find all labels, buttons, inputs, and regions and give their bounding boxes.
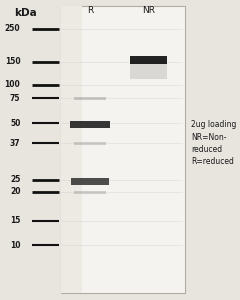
Bar xyxy=(74,97,106,100)
Text: 50: 50 xyxy=(10,118,20,127)
Bar xyxy=(70,121,110,128)
Text: kDa: kDa xyxy=(14,8,36,18)
Text: 37: 37 xyxy=(10,139,20,148)
Bar xyxy=(74,190,106,194)
Bar xyxy=(61,6,185,292)
Text: 15: 15 xyxy=(10,216,20,225)
Text: 75: 75 xyxy=(10,94,20,103)
Text: NR: NR xyxy=(142,6,155,15)
Text: 150: 150 xyxy=(5,57,20,66)
Text: 100: 100 xyxy=(5,80,20,89)
Bar xyxy=(72,178,108,184)
Bar xyxy=(61,6,82,292)
Text: 20: 20 xyxy=(10,188,20,196)
Text: 10: 10 xyxy=(10,241,20,250)
Text: R: R xyxy=(87,6,93,15)
Text: 2ug loading
NR=Non-
reduced
R=reduced: 2ug loading NR=Non- reduced R=reduced xyxy=(191,120,236,166)
Bar xyxy=(74,142,106,145)
Bar xyxy=(130,56,167,64)
Text: 25: 25 xyxy=(10,176,20,184)
Text: 250: 250 xyxy=(5,24,20,33)
Bar xyxy=(130,60,167,80)
